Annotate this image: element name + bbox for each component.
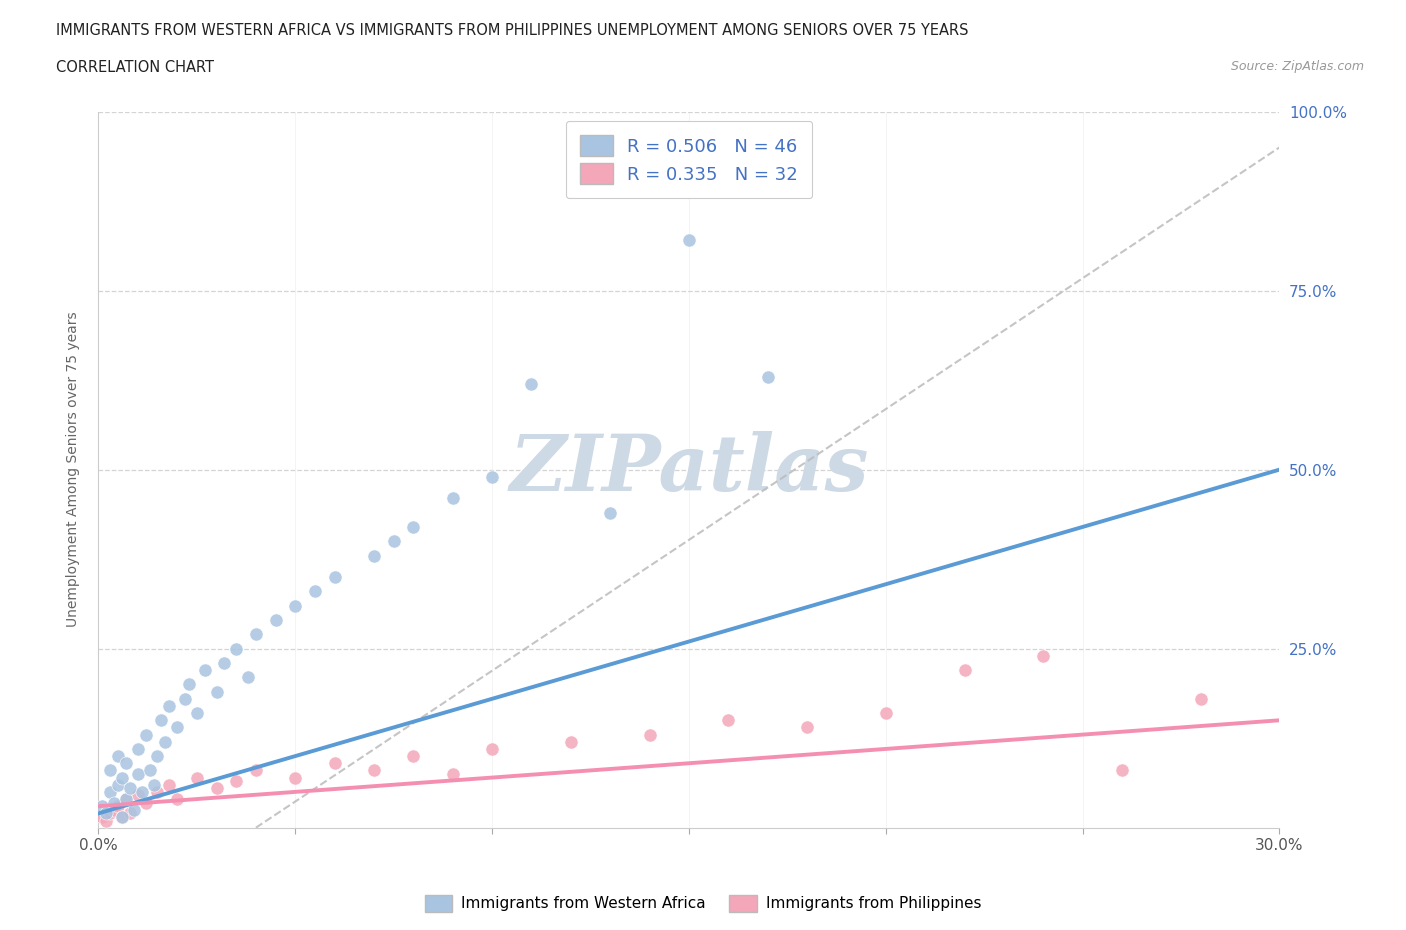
Point xyxy=(481,741,503,756)
Point xyxy=(225,642,247,657)
Point xyxy=(264,613,287,628)
Text: ZIPatlas: ZIPatlas xyxy=(509,432,869,508)
Point xyxy=(157,777,180,792)
Point xyxy=(186,706,208,721)
Point xyxy=(638,727,661,742)
Point xyxy=(155,735,177,750)
Point xyxy=(186,770,208,785)
Point xyxy=(402,749,425,764)
Point xyxy=(127,741,149,756)
Point xyxy=(91,799,114,814)
Point xyxy=(1111,763,1133,777)
Point xyxy=(481,470,503,485)
Point xyxy=(756,369,779,384)
Point xyxy=(1032,648,1054,663)
Point xyxy=(441,766,464,781)
Point xyxy=(146,749,169,764)
Point xyxy=(103,803,125,817)
Point xyxy=(796,720,818,735)
Point xyxy=(103,795,125,810)
Point xyxy=(363,763,385,777)
Point xyxy=(118,806,141,821)
Point xyxy=(174,691,197,706)
Point xyxy=(115,791,138,806)
Point xyxy=(599,505,621,520)
Point xyxy=(245,627,267,642)
Point xyxy=(177,677,200,692)
Point xyxy=(323,756,346,771)
Point xyxy=(166,720,188,735)
Point xyxy=(98,763,121,777)
Point xyxy=(236,670,259,684)
Point xyxy=(284,598,307,613)
Point xyxy=(284,770,307,785)
Point xyxy=(402,520,425,535)
Point xyxy=(98,806,121,821)
Point xyxy=(127,766,149,781)
Text: IMMIGRANTS FROM WESTERN AFRICA VS IMMIGRANTS FROM PHILIPPINES UNEMPLOYMENT AMONG: IMMIGRANTS FROM WESTERN AFRICA VS IMMIGR… xyxy=(56,23,969,38)
Point xyxy=(135,727,157,742)
Text: CORRELATION CHART: CORRELATION CHART xyxy=(56,60,214,75)
Point xyxy=(363,548,385,563)
Text: Source: ZipAtlas.com: Source: ZipAtlas.com xyxy=(1230,60,1364,73)
Point xyxy=(382,534,405,549)
Point xyxy=(138,763,160,777)
Point xyxy=(107,749,129,764)
Point xyxy=(98,785,121,800)
Point xyxy=(150,712,173,727)
Point xyxy=(323,569,346,585)
Point xyxy=(194,663,217,678)
Point xyxy=(717,712,740,727)
Point xyxy=(135,795,157,810)
Point xyxy=(118,781,141,796)
Point xyxy=(875,706,897,721)
Point xyxy=(953,663,976,678)
Point xyxy=(520,377,543,392)
Point xyxy=(96,813,118,828)
Point xyxy=(127,788,149,803)
Point xyxy=(166,791,188,806)
Point xyxy=(107,777,129,792)
Point xyxy=(142,777,165,792)
Point xyxy=(214,656,236,671)
Legend: Immigrants from Western Africa, Immigrants from Philippines: Immigrants from Western Africa, Immigran… xyxy=(419,889,987,918)
Legend: R = 0.506   N = 46, R = 0.335   N = 32: R = 0.506 N = 46, R = 0.335 N = 32 xyxy=(565,121,813,198)
Point xyxy=(115,791,138,806)
Point xyxy=(225,774,247,789)
Point xyxy=(111,770,134,785)
Point xyxy=(560,735,582,750)
Point xyxy=(131,785,153,800)
Point xyxy=(146,785,169,800)
Point xyxy=(111,809,134,824)
Point xyxy=(122,803,145,817)
Point xyxy=(678,233,700,248)
Point xyxy=(245,763,267,777)
Point xyxy=(441,491,464,506)
Point xyxy=(205,781,228,796)
Y-axis label: Unemployment Among Seniors over 75 years: Unemployment Among Seniors over 75 years xyxy=(66,312,80,628)
Point xyxy=(91,809,114,824)
Point xyxy=(1189,691,1212,706)
Point xyxy=(115,756,138,771)
Point xyxy=(157,698,180,713)
Point xyxy=(205,684,228,699)
Point xyxy=(107,799,129,814)
Point xyxy=(304,584,326,599)
Point xyxy=(111,809,134,824)
Point xyxy=(96,806,118,821)
